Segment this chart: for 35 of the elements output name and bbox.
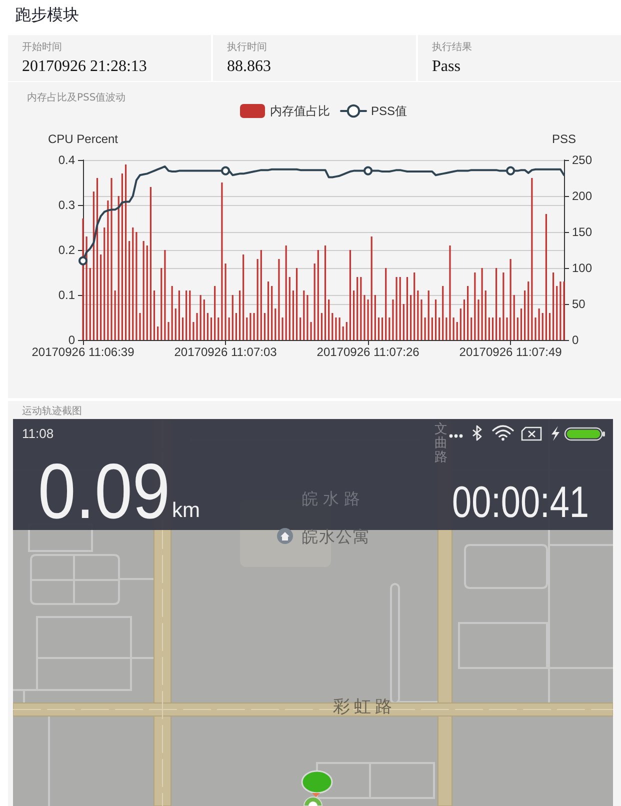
x-tick-label: 20170926 11:06:39	[32, 345, 135, 359]
legend-label: 内存值占比	[270, 104, 330, 118]
y-axis-title: CPU Percent	[48, 132, 119, 146]
y-tick-label: 0	[68, 333, 76, 347]
text: 88.863	[227, 58, 271, 76]
x-tick-label: 20170926 11:07:49	[459, 345, 562, 359]
text: 0.09	[38, 448, 170, 536]
y2-tick-label: 150	[572, 225, 592, 239]
text: 皖水公寓	[302, 527, 370, 546]
text: 开始时间	[22, 42, 62, 54]
text: 11:08	[22, 426, 54, 441]
y-tick-label: 0.2	[58, 243, 76, 257]
y2-tick-label: 0	[572, 333, 579, 347]
y-tick-label: 0.3	[58, 198, 76, 212]
text: km	[172, 499, 200, 522]
legend-label: PSS值	[371, 104, 408, 118]
x-tick-label: 20170926 11:07:26	[316, 345, 420, 359]
text: 运动轨迹截图	[22, 406, 82, 418]
y2-tick-label: 100	[572, 261, 592, 275]
x-tick-label: 20170926 11:07:03	[174, 345, 278, 359]
text: 文曲路	[434, 422, 448, 465]
text: Pass	[432, 58, 460, 76]
text: 00:00:41	[452, 478, 589, 527]
y-tick-label: 0.1	[58, 288, 76, 302]
text: 彩虹路	[333, 697, 396, 717]
y2-tick-label: 200	[572, 189, 592, 203]
y-tick-label: 0.4	[58, 153, 76, 167]
text: 跑步模块	[15, 6, 79, 26]
text: 执行结果	[432, 42, 472, 54]
chart-title: 内存占比及PSS值波动	[27, 92, 126, 104]
y2-tick-label: 250	[572, 153, 592, 167]
text: 20170926 21:28:13	[22, 58, 147, 76]
y2-axis-title: PSS	[552, 132, 576, 146]
text: 执行时间	[227, 42, 267, 54]
y2-tick-label: 50	[572, 297, 586, 311]
